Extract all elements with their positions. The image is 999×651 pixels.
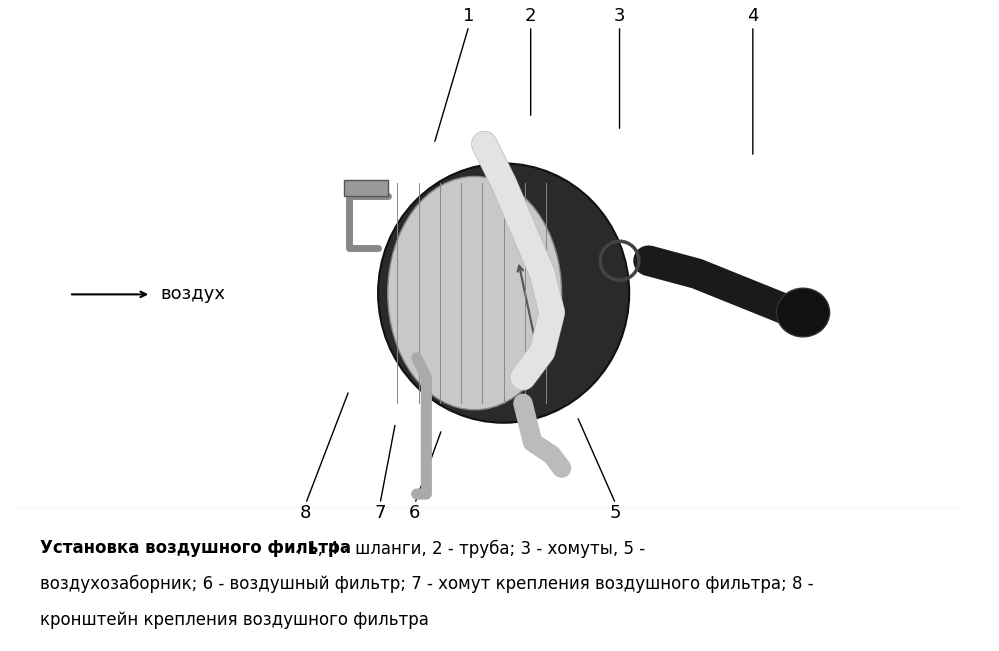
Text: : 1, 4 - шланги, 2 - труба; 3 - хомуты, 5 -: : 1, 4 - шланги, 2 - труба; 3 - хомуты, …	[296, 540, 645, 558]
Text: 6: 6	[409, 505, 421, 523]
Ellipse shape	[388, 176, 561, 409]
Bar	[345, 180, 388, 196]
Text: воздухозаборник; 6 - воздушный фильтр; 7 - хомут крепления воздушного фильтра; 8: воздухозаборник; 6 - воздушный фильтр; 7…	[40, 575, 813, 593]
Text: 7: 7	[375, 505, 386, 523]
Text: 4: 4	[747, 7, 758, 25]
Text: Установка воздушного фильтра: Установка воздушного фильтра	[40, 540, 351, 557]
Text: 8: 8	[300, 505, 312, 523]
Text: 3: 3	[613, 7, 625, 25]
Ellipse shape	[378, 163, 629, 422]
Text: 1: 1	[464, 7, 475, 25]
Ellipse shape	[776, 288, 829, 337]
Text: воздух: воздух	[161, 285, 226, 303]
Text: кронштейн крепления воздушного фильтра: кронштейн крепления воздушного фильтра	[40, 611, 429, 629]
Text: 5: 5	[610, 505, 621, 523]
Text: 2: 2	[524, 7, 536, 25]
FancyBboxPatch shape	[262, 21, 938, 501]
